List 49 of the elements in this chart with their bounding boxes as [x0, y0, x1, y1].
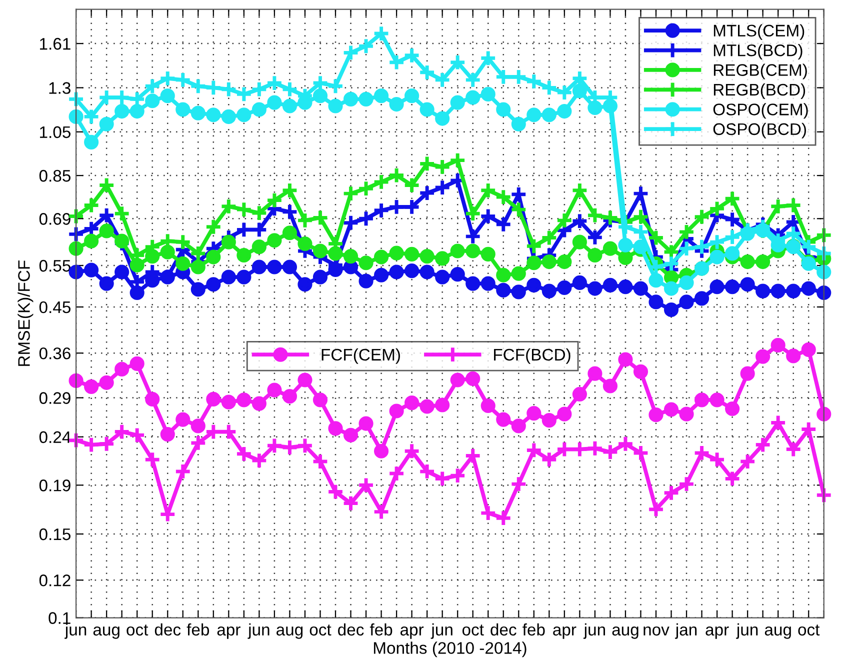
- legend-label: REGB(CEM): [714, 64, 807, 80]
- legend-label: OSPO(BCD): [713, 122, 806, 138]
- legend-label: OSPO(CEM): [713, 103, 808, 119]
- y-tick-label: 0.15: [39, 528, 70, 540]
- x-tick-label: aug: [276, 626, 303, 639]
- legend-label: MTLS(CEM): [714, 24, 804, 40]
- x-tick-label: dec: [154, 623, 181, 636]
- x-tick-label: jun: [248, 623, 270, 639]
- x-tick-label: apr: [706, 626, 729, 639]
- legend-label: FCF(BCD): [494, 348, 570, 364]
- x-tick-label: jun: [583, 623, 605, 639]
- y-tick-label: 0.36: [39, 347, 70, 360]
- x-tick-label: jun: [64, 623, 86, 639]
- x-tick-label: dec: [490, 623, 516, 636]
- y-tick-label: 0.45: [39, 301, 70, 314]
- y-tick-label: 0.85: [39, 170, 70, 182]
- x-tick-label: nov: [644, 626, 670, 636]
- x-tick-label: jun: [736, 623, 758, 639]
- y-tick-label: 1.05: [40, 126, 70, 138]
- x-tick-label: oct: [126, 624, 148, 636]
- y-axis-title: RMSE(K)/FCF: [18, 260, 34, 366]
- y-tick-label: 1.61: [40, 38, 70, 50]
- x-tick-label: aug: [93, 626, 120, 639]
- x-tick-label: aug: [764, 626, 791, 639]
- x-tick-label: aug: [612, 626, 638, 639]
- x-tick-label: feb: [186, 623, 210, 636]
- y-tick-label: 0.1: [48, 612, 70, 624]
- x-tick-label: oct: [462, 624, 484, 636]
- x-tick-label: apr: [553, 626, 576, 639]
- y-tick-label: 0.69: [39, 213, 70, 225]
- x-tick-label: feb: [522, 623, 545, 636]
- x-tick-label: oct: [310, 624, 332, 636]
- y-tick-label: 0.19: [39, 480, 70, 492]
- x-tick-label: feb: [370, 623, 392, 636]
- legend-label: MTLS(BCD): [714, 44, 802, 60]
- x-axis-title: Months (2010 -2014): [374, 642, 526, 658]
- y-tick-label: 0.12: [39, 574, 70, 586]
- x-tick-label: jun: [430, 623, 452, 639]
- x-tick-label: apr: [400, 626, 424, 639]
- x-tick-label: apr: [217, 626, 240, 639]
- x-tick-label: jan: [674, 623, 697, 639]
- y-tick-label: 1.3: [49, 82, 70, 94]
- x-tick-label: oct: [798, 624, 820, 636]
- legend-label: FCF(CEM): [322, 348, 400, 364]
- y-tick-label: 0.24: [39, 431, 71, 444]
- x-tick-label: dec: [338, 623, 364, 636]
- legend-label: REGB(BCD): [714, 83, 806, 99]
- y-tick-label: 0.55: [39, 260, 70, 272]
- y-tick-label: 0.29: [39, 392, 70, 404]
